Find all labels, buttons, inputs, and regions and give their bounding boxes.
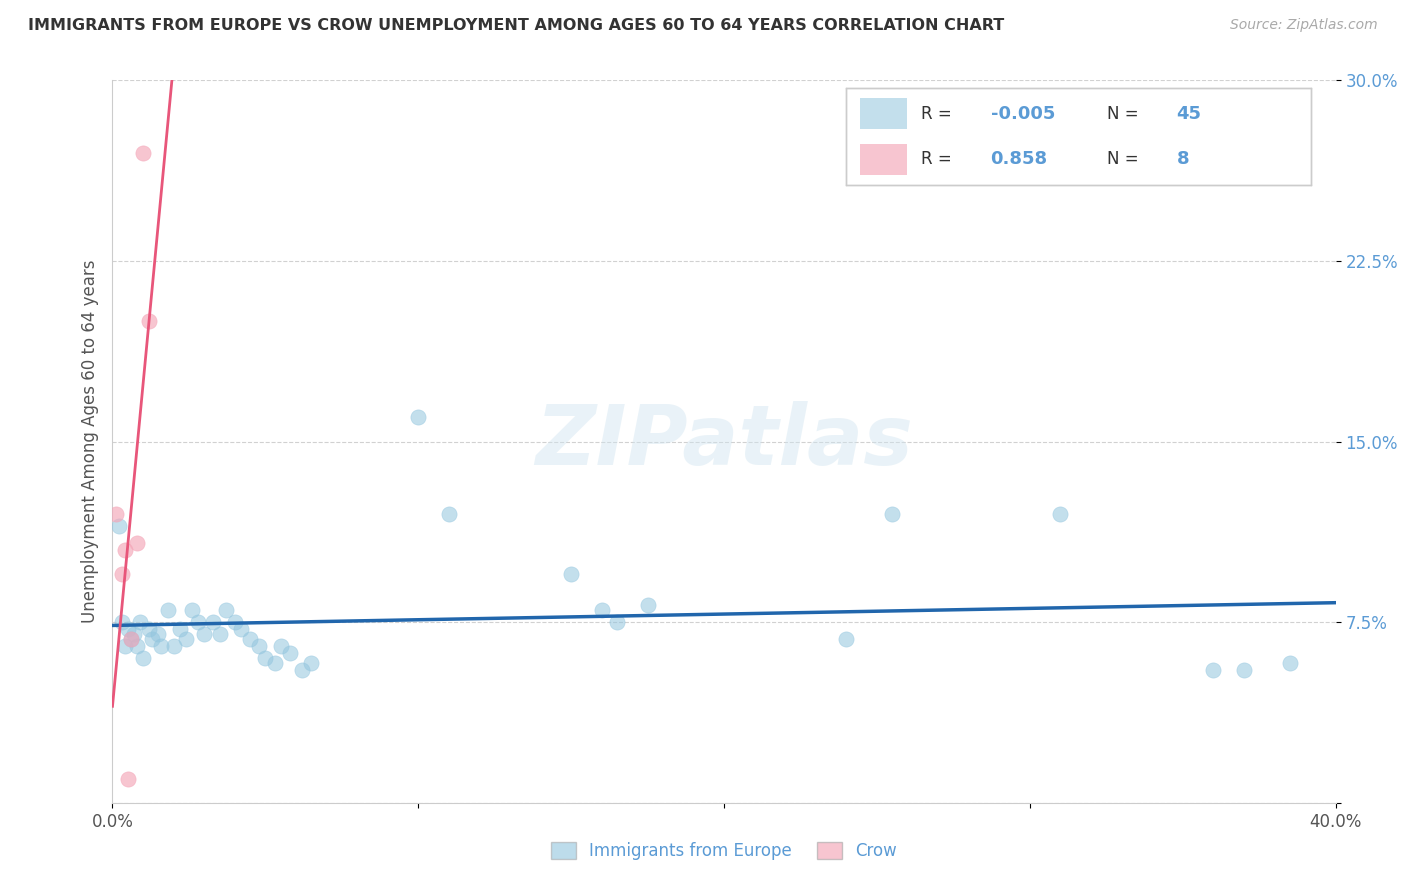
Point [1049,507,1071,521]
Point [104,507,127,521]
Point [111,567,134,582]
Point [114,542,136,557]
Point [208,627,231,641]
Point [1233,664,1256,678]
Point [247,639,270,653]
Point [560,567,582,582]
Point [239,632,262,646]
Point [120,632,142,646]
Point [111,615,134,630]
Point [174,632,197,646]
Point [606,615,628,630]
Point [114,639,136,653]
Point [591,603,613,617]
Text: IMMIGRANTS FROM EUROPE VS CROW UNEMPLOYMENT AMONG AGES 60 TO 64 YEARS CORRELATIO: IMMIGRANTS FROM EUROPE VS CROW UNEMPLOYM… [28,18,1004,33]
Point [1278,656,1301,670]
Point [125,639,148,653]
Point [132,651,155,665]
Point [882,507,904,521]
Point [299,656,322,670]
Point [193,627,215,641]
Text: Source: ZipAtlas.com: Source: ZipAtlas.com [1230,18,1378,32]
Point [107,518,129,533]
Point [150,639,173,653]
Point [163,639,186,653]
Point [117,623,139,637]
Point [141,632,163,646]
Text: ZIPatlas: ZIPatlas [536,401,912,482]
Point [187,615,209,630]
Legend: Immigrants from Europe, Crow: Immigrants from Europe, Crow [544,835,904,867]
Point [169,623,191,637]
Point [181,603,204,617]
Point [120,632,142,646]
Point [122,627,145,641]
Point [229,623,252,637]
Point [125,535,148,549]
Y-axis label: Unemployment Among Ages 60 to 64 years: Unemployment Among Ages 60 to 64 years [80,260,98,624]
Point [129,615,152,630]
Point [278,647,301,661]
Point [254,651,277,665]
Point [132,145,155,160]
Point [117,772,139,786]
Point [224,615,246,630]
Point [437,507,460,521]
Point [214,603,236,617]
Point [263,656,285,670]
Point [637,599,659,613]
Point [138,314,160,328]
Point [156,603,179,617]
Point [270,639,292,653]
Point [408,410,430,425]
Point [202,615,225,630]
Point [291,664,314,678]
Point [148,627,170,641]
Point [835,632,858,646]
Point [1202,664,1225,678]
Point [138,623,160,637]
